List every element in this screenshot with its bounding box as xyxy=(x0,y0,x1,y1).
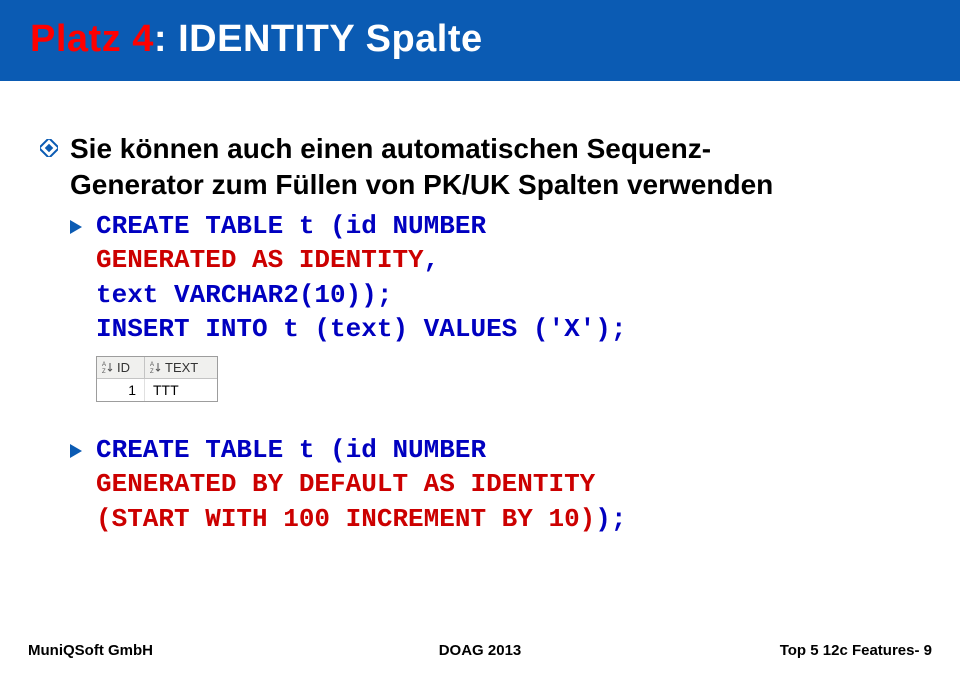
code2-c: (START WITH 100 INCREMENT BY 10)); xyxy=(96,503,627,536)
title-colon: : xyxy=(154,18,178,60)
code2-c-red: (START WITH 100 INCREMENT BY 10) xyxy=(96,504,595,534)
diamond-bullet-icon xyxy=(40,139,58,157)
body-text-block: Sie können auch einen automatischen Sequ… xyxy=(70,131,773,204)
col-id-label: ID xyxy=(117,360,130,375)
triangle-bullet-icon xyxy=(70,444,82,458)
cell-id: 1 xyxy=(97,379,145,401)
code1-b: GENERATED AS IDENTITY, xyxy=(96,244,439,277)
svg-text:Z: Z xyxy=(150,369,154,374)
slide-title: Platz 4: IDENTITY Spalte xyxy=(30,18,930,61)
code1-a: CREATE TABLE t (id NUMBER xyxy=(96,210,486,243)
bullet-line-1: Sie können auch einen automatischen Sequ… xyxy=(40,131,920,204)
body-text-line1: Sie können auch einen automatischen Sequ… xyxy=(70,131,773,167)
footer-center: DOAG 2013 xyxy=(439,642,522,659)
cell-text: TTT xyxy=(145,379,217,401)
code-block-1-line2: GENERATED AS IDENTITY, xyxy=(40,244,920,277)
code-block-1-line1: CREATE TABLE t (id NUMBER xyxy=(40,210,920,243)
footer-right: Top 5 12c Features- 9 xyxy=(780,642,932,659)
code1-c: text VARCHAR2(10)); xyxy=(96,279,392,312)
table-col-id-header: AZ ID xyxy=(97,357,145,378)
slide-root: Platz 4: IDENTITY Spalte Sie können auch… xyxy=(0,0,960,673)
result-table: AZ ID AZ TEXT 1 TTT xyxy=(96,356,218,402)
code2-b: GENERATED BY DEFAULT AS IDENTITY xyxy=(96,468,595,501)
content-area: Sie können auch einen automatischen Sequ… xyxy=(0,81,960,535)
svg-text:A: A xyxy=(102,362,106,368)
col-text-label: TEXT xyxy=(165,360,198,375)
code2-a: CREATE TABLE t (id NUMBER xyxy=(96,434,486,467)
footer-left: MuniQSoft GmbH xyxy=(28,642,153,659)
code1-d: INSERT INTO t (text) VALUES ('X'); xyxy=(96,313,627,346)
body-text-line2: Generator zum Füllen von PK/UK Spalten v… xyxy=(70,167,773,203)
triangle-bullet-icon xyxy=(70,220,82,234)
title-rest: IDENTITY Spalte xyxy=(178,18,483,60)
table-row: 1 TTT xyxy=(97,379,217,401)
code-block-2-line3: (START WITH 100 INCREMENT BY 10)); xyxy=(40,503,920,536)
code1-b-red: GENERATED AS IDENTITY xyxy=(96,245,424,275)
sort-az-icon: AZ xyxy=(101,360,113,374)
slide-footer: MuniQSoft GmbH DOAG 2013 Top 5 12c Featu… xyxy=(0,642,960,659)
code-block-1-line4: INSERT INTO t (text) VALUES ('X'); xyxy=(40,313,920,346)
sort-az-icon: AZ xyxy=(149,360,161,374)
table-col-text-header: AZ TEXT xyxy=(145,357,217,378)
title-bar: Platz 4: IDENTITY Spalte xyxy=(0,0,960,81)
code-block-2-line2: GENERATED BY DEFAULT AS IDENTITY xyxy=(40,468,920,501)
svg-text:Z: Z xyxy=(102,369,106,374)
code-block-1-line3: text VARCHAR2(10)); xyxy=(40,279,920,312)
code-block-2-line1: CREATE TABLE t (id NUMBER xyxy=(40,434,920,467)
code1-b-blue: , xyxy=(424,245,440,275)
table-header-row: AZ ID AZ TEXT xyxy=(97,357,217,379)
svg-text:A: A xyxy=(150,362,154,368)
title-prefix-red: Platz 4 xyxy=(30,18,154,60)
code2-c-blue: ); xyxy=(595,504,626,534)
